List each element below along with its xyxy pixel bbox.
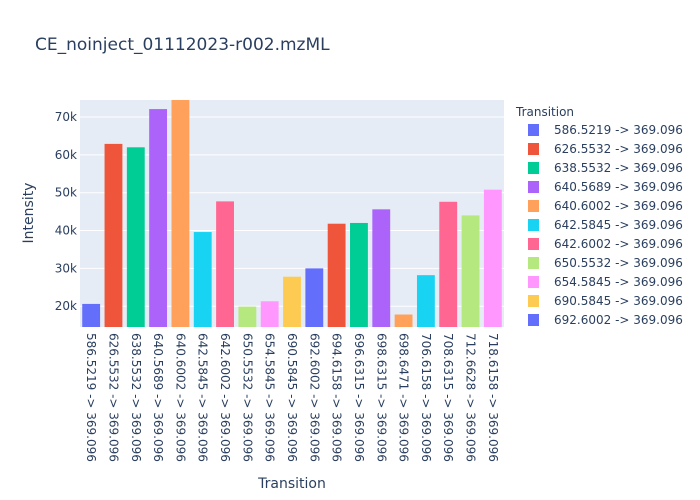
legend-entry: 638.5532 -> 369.096 bbox=[554, 161, 683, 175]
x-tick-label: 712.6628 -> 369.096 bbox=[464, 333, 478, 462]
legend-entry: 642.5845 -> 369.096 bbox=[554, 218, 683, 232]
x-tick-label: 708.6315 -> 369.096 bbox=[441, 333, 455, 462]
x-tick-labels: 586.5219 -> 369.096 626.5532 -> 369.096 63… bbox=[84, 333, 500, 462]
bar bbox=[439, 201, 458, 327]
y-tick-label: 50k bbox=[55, 186, 77, 200]
bar bbox=[104, 143, 123, 327]
legend-entry: 586.5219 -> 369.096 bbox=[554, 123, 683, 137]
y-tick-label: 70k bbox=[55, 110, 77, 124]
bar bbox=[260, 301, 279, 327]
legend-entry: 626.5532 -> 369.096 bbox=[554, 142, 683, 156]
x-tick-label: 642.5845 -> 369.096 bbox=[196, 333, 210, 462]
legend-entry: 650.5532 -> 369.096 bbox=[554, 256, 683, 270]
x-tick-label: 718.6158 -> 369.096 bbox=[486, 333, 500, 462]
bar bbox=[216, 201, 234, 327]
legend-swatch bbox=[528, 314, 539, 326]
y-tick-label: 60k bbox=[55, 148, 77, 162]
legend-swatch bbox=[528, 219, 539, 231]
legend-swatch bbox=[528, 143, 539, 155]
bar bbox=[461, 215, 480, 327]
bar bbox=[416, 275, 435, 327]
y-tick-label: 20k bbox=[55, 299, 77, 313]
x-tick-label: 650.5532 -> 369.096 bbox=[240, 333, 254, 462]
bar bbox=[238, 306, 257, 327]
x-axis-label: Transition bbox=[257, 476, 326, 492]
bar bbox=[327, 223, 346, 327]
legend-swatch bbox=[528, 238, 539, 250]
legend-entry: 654.5845 -> 369.096 bbox=[554, 275, 683, 289]
legend-entry: 640.6002 -> 369.096 bbox=[554, 199, 683, 213]
x-tick-label: 626.5532 -> 369.096 bbox=[106, 333, 120, 462]
y-axis-label: Intensity bbox=[21, 183, 37, 244]
x-tick-label: 694.6158 -> 369.096 bbox=[330, 333, 344, 462]
legend: Transition 586.5219 -> 369.096 626.5532 -… bbox=[515, 105, 683, 327]
legend-swatch bbox=[528, 124, 539, 136]
x-tick-label: 698.6315 -> 369.096 bbox=[374, 333, 388, 462]
x-tick-label: 640.6002 -> 369.096 bbox=[173, 333, 187, 462]
legend-swatch bbox=[528, 295, 539, 307]
x-tick-label: 640.5689 -> 369.096 bbox=[151, 333, 165, 462]
bar bbox=[372, 209, 391, 327]
bars bbox=[82, 100, 502, 327]
x-tick-label: 586.5219 -> 369.096 bbox=[84, 333, 98, 462]
y-tick-label: 30k bbox=[55, 261, 77, 275]
legend-swatch bbox=[528, 200, 539, 212]
legend-swatch bbox=[528, 276, 539, 288]
x-tick-label: 706.6158 -> 369.096 bbox=[419, 333, 433, 462]
legend-swatch bbox=[528, 257, 539, 269]
legend-entry: 642.6002 -> 369.096 bbox=[554, 237, 683, 251]
bar bbox=[483, 189, 502, 327]
x-tick-label: 692.6002 -> 369.096 bbox=[307, 333, 321, 462]
bar bbox=[193, 232, 212, 327]
legend-entry: 690.5845 -> 369.096 bbox=[554, 294, 683, 308]
x-tick-label: 654.5845 -> 369.096 bbox=[263, 333, 277, 462]
legend-swatch bbox=[528, 181, 539, 193]
x-tick-label: 690.5845 -> 369.096 bbox=[285, 333, 299, 462]
legend-entry: 640.5689 -> 369.096 bbox=[554, 180, 683, 194]
legend-title: Transition bbox=[515, 105, 574, 119]
bar bbox=[171, 100, 190, 327]
bar bbox=[283, 276, 301, 327]
x-tick-label: 696.6315 -> 369.096 bbox=[352, 333, 366, 462]
bar bbox=[82, 303, 101, 327]
bar bbox=[126, 147, 145, 327]
x-tick-label: 638.5532 -> 369.096 bbox=[129, 333, 143, 462]
bar bbox=[394, 314, 413, 327]
bar bbox=[350, 222, 368, 327]
chart-title: CE_noinject_01112023-r002.mzML bbox=[35, 35, 330, 55]
legend-swatch bbox=[528, 162, 539, 174]
bar bbox=[149, 109, 168, 327]
x-tick-label: 642.6002 -> 369.096 bbox=[218, 333, 232, 462]
x-tick-label: 698.6471 -> 369.096 bbox=[397, 333, 411, 462]
legend-entry: 692.6002 -> 369.096 bbox=[554, 313, 683, 327]
bar bbox=[305, 268, 324, 327]
y-tick-labels: 20k 30k 40k 50k 60k 70k bbox=[55, 110, 77, 313]
legend-items: 586.5219 -> 369.096 626.5532 -> 369.096 63… bbox=[528, 123, 683, 327]
y-tick-label: 40k bbox=[55, 224, 77, 238]
